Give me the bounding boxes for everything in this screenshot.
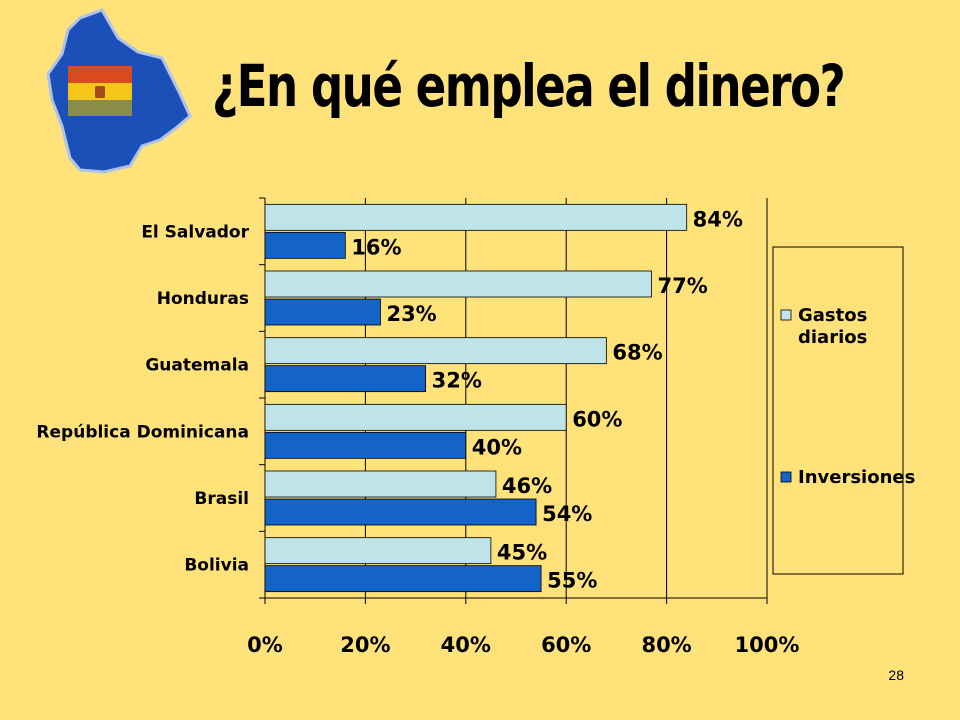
flag-emblem (95, 86, 105, 98)
data-label: 60% (572, 407, 622, 431)
bar-inversiones (264, 298, 381, 326)
bar-inversiones (264, 498, 537, 526)
x-tick-label: 60% (541, 633, 591, 657)
x-tick-label: 100% (735, 633, 800, 657)
data-label: 23% (386, 302, 436, 326)
bar-inversiones (264, 431, 467, 459)
data-label: 32% (432, 369, 482, 393)
category-label: Bolivia (184, 556, 249, 576)
data-label: 84% (693, 207, 743, 231)
category-label: Honduras (157, 289, 249, 309)
x-tick-label: 0% (247, 633, 283, 657)
legend-swatch (780, 471, 792, 483)
data-label: 16% (351, 235, 401, 259)
legend-label: Gastos (798, 305, 867, 326)
x-tick-label: 40% (441, 633, 491, 657)
category-label: Guatemala (145, 356, 249, 376)
legend-label: diarios (798, 327, 867, 348)
data-label: 68% (612, 341, 662, 365)
x-tick-label: 20% (340, 633, 390, 657)
bar-gastos-diarios (264, 337, 607, 365)
legend-swatch (780, 309, 792, 321)
bar-gastos-diarios (264, 270, 652, 298)
flag-red-stripe (68, 66, 132, 83)
bar-inversiones (264, 365, 427, 393)
bolivia-map-flag-icon (40, 8, 200, 185)
bar-gastos-diarios (264, 203, 688, 231)
data-label: 45% (497, 541, 547, 565)
data-label: 55% (547, 569, 597, 593)
legend-box (772, 246, 904, 575)
bar-gastos-diarios (264, 537, 492, 565)
bar-inversiones (264, 565, 542, 593)
page-number: 28 (888, 667, 904, 683)
bar-inversiones (264, 231, 346, 259)
bar-gastos-diarios (264, 403, 567, 431)
data-label: 46% (502, 474, 552, 498)
category-label: Brasil (194, 489, 249, 509)
bar-gastos-diarios (264, 470, 497, 498)
category-label: El Salvador (141, 222, 249, 242)
legend-label: Inversiones (798, 467, 915, 488)
category-label: República Dominicana (36, 422, 249, 442)
x-tick-label: 80% (641, 633, 691, 657)
data-label: 40% (472, 435, 522, 459)
slide-title: ¿En qué emplea el dinero? (212, 52, 846, 120)
data-label: 77% (658, 274, 708, 298)
flag-green-stripe (68, 100, 132, 116)
data-label: 54% (542, 502, 592, 526)
